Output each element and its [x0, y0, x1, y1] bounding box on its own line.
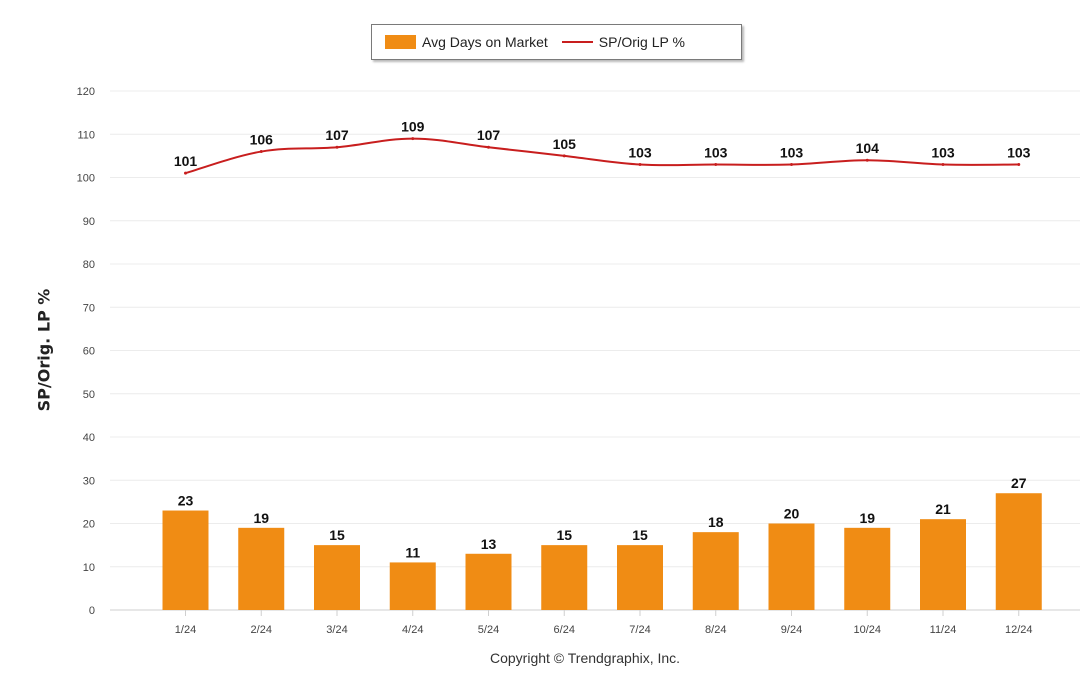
- bar-series: [162, 493, 1042, 610]
- x-tick-label: 9/24: [781, 624, 802, 636]
- line-data-label: 103: [780, 145, 804, 161]
- x-tick-label: 6/24: [554, 624, 575, 636]
- line-point: [865, 158, 869, 162]
- data-labels: 23 19 15 11 13 15 15 18 20 19 21 27 101 106 107 109 107 1…: [174, 119, 1031, 561]
- x-tick-label: 4/24: [402, 624, 423, 636]
- bar: [238, 527, 285, 610]
- line-data-label: 104: [856, 140, 880, 156]
- bar-data-label: 13: [481, 536, 497, 552]
- legend-line-label: SP/Orig LP %: [598, 34, 685, 50]
- series-line: [185, 137, 1019, 175]
- x-tick-label: 5/24: [478, 624, 499, 636]
- legend: Avg Days on Market SP/Orig LP %: [371, 24, 742, 60]
- line-data-label: 103: [704, 145, 728, 161]
- bar: [314, 545, 360, 610]
- bar-data-label: 15: [329, 527, 345, 543]
- line-data-label: 103: [1007, 145, 1031, 161]
- x-axis-ticks: 1/24 2/24 3/24 4/24 5/24 6/24 7/24 8/24 9/24 10/2…: [175, 610, 1033, 636]
- bar-data-label: 23: [178, 493, 194, 509]
- bar: [465, 553, 512, 610]
- line-series: [184, 137, 1021, 175]
- bar-data-label: 19: [253, 510, 269, 526]
- y-tick-label: 30: [83, 475, 95, 487]
- bar-data-label: 18: [708, 514, 724, 530]
- y-tick-label: 110: [77, 129, 95, 141]
- y-axis-ticks: 0 10 20 30 40 50 60 70 80 90 100 110 120: [77, 86, 95, 617]
- x-tick-label: 3/24: [326, 624, 347, 636]
- bar: [920, 519, 966, 610]
- x-tick-label: 8/24: [705, 624, 726, 636]
- legend-line-swatch: [561, 41, 593, 43]
- x-tick-label: 2/24: [251, 624, 272, 636]
- y-tick-label: 90: [83, 216, 95, 228]
- copyright-text: Copyright © Trendgraphix, Inc.: [490, 650, 681, 666]
- bar-data-label: 20: [784, 506, 800, 522]
- legend-bar-swatch: [385, 35, 416, 49]
- bar: [692, 532, 739, 610]
- bar: [844, 527, 891, 610]
- y-tick-label: 50: [83, 389, 95, 401]
- line-point: [335, 145, 339, 149]
- y-tick-label: 0: [89, 605, 95, 617]
- line-data-label: 107: [477, 127, 501, 143]
- x-tick-label: 7/24: [629, 624, 650, 636]
- y-tick-label: 120: [77, 86, 95, 98]
- line-data-label: 101: [174, 153, 198, 169]
- bar: [162, 510, 209, 610]
- line-data-label: 103: [931, 145, 955, 161]
- y-tick-label: 70: [83, 302, 95, 314]
- line-point: [259, 150, 263, 154]
- line-point: [714, 163, 718, 167]
- line-point: [487, 145, 490, 149]
- x-tick-label: 10/24: [853, 624, 881, 636]
- y-tick-label: 100: [77, 173, 95, 185]
- x-tick-label: 12/24: [1005, 624, 1033, 636]
- y-tick-label: 10: [83, 562, 95, 574]
- line-data-label: 105: [553, 136, 577, 152]
- line-point: [411, 137, 415, 141]
- line-point: [941, 163, 945, 167]
- bar-data-label: 27: [1011, 475, 1027, 491]
- y-tick-label: 60: [83, 346, 95, 358]
- bar-data-label: 19: [859, 510, 875, 526]
- legend-item-line[interactable]: SP/Orig LP %: [548, 34, 685, 50]
- line-data-label: 109: [401, 119, 425, 135]
- bar-data-label: 15: [556, 527, 572, 543]
- line-data-label: 107: [325, 127, 349, 143]
- bar: [541, 545, 588, 610]
- y-tick-label: 20: [83, 519, 95, 531]
- bar-data-label: 21: [935, 501, 951, 517]
- line-point: [638, 163, 642, 167]
- y-tick-label: 80: [83, 259, 95, 271]
- bar: [389, 562, 436, 610]
- line-point: [790, 163, 793, 167]
- line-point: [1017, 163, 1021, 167]
- y-tick-label: 40: [83, 432, 95, 444]
- bar: [617, 545, 663, 610]
- bar: [995, 493, 1042, 610]
- line-data-label: 106: [250, 132, 274, 148]
- line-point: [184, 171, 187, 175]
- y-axis-title: SP/Orig. LP %: [34, 288, 54, 412]
- bar: [768, 523, 815, 610]
- line-point: [562, 154, 566, 158]
- x-tick-label: 1/24: [175, 624, 196, 636]
- bar-data-label: 11: [405, 544, 420, 560]
- bar-data-label: 15: [632, 527, 648, 543]
- legend-item-bar[interactable]: Avg Days on Market: [372, 34, 548, 50]
- grid: [110, 90, 1080, 611]
- x-tick-label: 11/24: [930, 624, 957, 636]
- legend-bar-label: Avg Days on Market: [422, 34, 548, 50]
- line-data-label: 103: [628, 145, 652, 161]
